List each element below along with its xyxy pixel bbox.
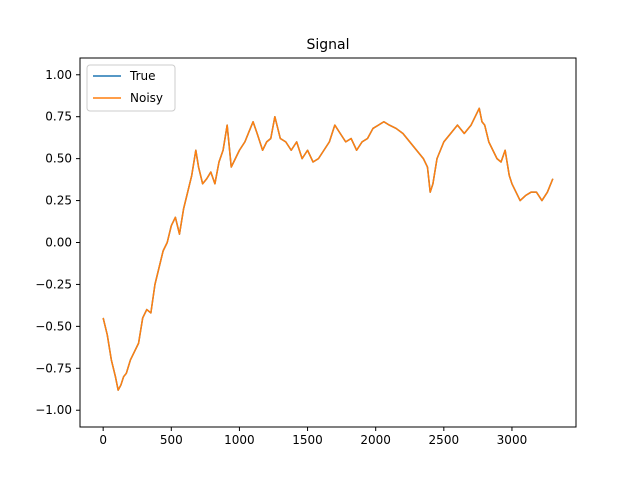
legend-label-true: True	[129, 69, 156, 83]
x-tick-label: 3000	[497, 433, 528, 447]
y-tick-label: −0.75	[35, 361, 72, 375]
y-tick-label: 0.50	[45, 152, 72, 166]
chart-title: Signal	[306, 37, 349, 53]
y-tick-label: −0.50	[35, 319, 72, 333]
y-tick-label: 0.00	[45, 236, 72, 250]
x-tick-label: 1500	[292, 433, 323, 447]
y-tick-label: 0.25	[45, 194, 72, 208]
legend: True Noisy	[86, 64, 176, 112]
x-tick-label: 1000	[224, 433, 255, 447]
y-tick-label: −0.25	[35, 277, 72, 291]
x-tick-label: 500	[160, 433, 183, 447]
plot-lines	[102, 107, 554, 391]
y-tick-label: 0.75	[45, 110, 72, 124]
x-tick-label: 0	[99, 433, 107, 447]
y-tick-label: 1.00	[45, 68, 72, 82]
x-axis: 0 500 1000 1500 2000 2500 3000	[99, 427, 527, 447]
series-line-noisy	[102, 107, 554, 391]
y-axis: −1.00 −0.75 −0.50 −0.25 0.00 0.25 0.50 0.75 1.00	[35, 68, 80, 417]
legend-label-noisy: Noisy	[130, 91, 163, 105]
y-tick-label: −1.00	[35, 403, 72, 417]
x-tick-label: 2000	[360, 433, 391, 447]
x-tick-label: 2500	[429, 433, 460, 447]
